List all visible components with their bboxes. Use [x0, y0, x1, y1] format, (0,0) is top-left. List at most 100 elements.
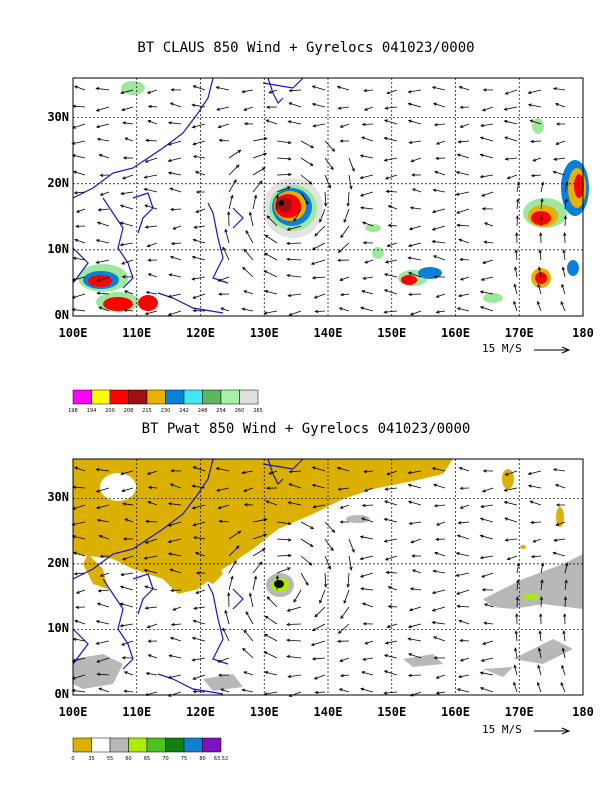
wind-vector-head — [96, 659, 100, 663]
wind-vector-head — [538, 630, 542, 635]
wind-vector-head — [540, 579, 544, 584]
wind-vector-head — [96, 278, 100, 282]
wind-vector — [171, 242, 182, 245]
wind-vector — [481, 276, 494, 281]
wind-vector-head — [143, 187, 148, 192]
wind-vector-head — [314, 232, 318, 237]
wind-vector — [408, 484, 422, 489]
wind-vector-head — [99, 173, 104, 177]
wind-vector — [563, 631, 566, 642]
wind-vector — [516, 580, 519, 591]
wind-vector — [276, 521, 291, 525]
x-tick-label: 160E — [441, 705, 470, 719]
wind-vector — [72, 293, 86, 299]
wind-vector-head — [504, 136, 509, 140]
wind-vector — [410, 207, 422, 210]
wind-vector-head — [287, 186, 291, 190]
colorbar-swatch — [72, 737, 92, 753]
wind-vector — [242, 308, 254, 312]
wind-vector — [73, 552, 86, 557]
wind-vector — [124, 309, 134, 312]
wind-vector — [564, 563, 568, 574]
wind-vector — [96, 106, 110, 112]
wind-vector-head — [95, 468, 100, 472]
wind-vector — [362, 602, 374, 608]
wind-vector-head — [192, 85, 197, 89]
colorbar-label: 55 — [107, 756, 113, 762]
wind-vector — [458, 521, 470, 524]
wind-vector-head — [479, 306, 484, 310]
wind-vector — [193, 521, 206, 526]
wind-vector-head — [435, 537, 439, 541]
wind-vector-head — [384, 119, 388, 123]
wind-vector — [387, 623, 398, 628]
wind-vector-head — [143, 175, 148, 179]
wind-vector — [458, 293, 470, 297]
wind-vector-head — [191, 484, 196, 488]
wind-vector — [513, 301, 518, 312]
colorbar-label: 200 — [105, 408, 115, 414]
wind-vector-head — [483, 240, 488, 244]
wind-vector-head — [555, 141, 560, 145]
wind-vector-head — [311, 657, 316, 661]
wind-vector-head — [243, 122, 248, 126]
wind-vector — [410, 310, 422, 316]
wind-vector-head — [218, 138, 223, 142]
wind-vector — [364, 640, 374, 645]
wind-vector-head — [482, 88, 487, 92]
wind-vector-head — [343, 600, 347, 605]
wind-vector-head — [167, 158, 172, 163]
wind-vector-head — [233, 179, 237, 183]
wind-vector — [480, 174, 494, 178]
y-tick-label: 0N — [54, 308, 69, 322]
wind-vector-head — [314, 309, 319, 314]
wind-vector — [314, 606, 326, 618]
wind-vector-head — [287, 120, 292, 124]
wind-vector — [276, 157, 291, 160]
wind-vector-head — [431, 590, 436, 595]
wind-vector — [288, 501, 302, 506]
wind-vector — [408, 120, 422, 125]
wind-vector-head — [95, 489, 100, 493]
wind-vector — [460, 657, 470, 662]
wind-vector-head — [407, 471, 412, 475]
wind-vector-head — [167, 312, 172, 316]
wind-vector — [408, 242, 422, 247]
wind-vector — [300, 157, 314, 166]
wind-vector — [266, 119, 278, 125]
wind-vector — [432, 225, 446, 231]
wind-vector-head — [339, 124, 344, 128]
wind-vector-head — [516, 579, 520, 584]
wind-vector — [144, 204, 158, 210]
wind-vector-head — [97, 589, 102, 593]
wind-vector-head — [227, 211, 231, 215]
wind-vector-head — [241, 470, 246, 475]
wind-vector — [436, 674, 446, 679]
wind-vector-head — [516, 198, 520, 203]
wind-vector-head — [286, 654, 291, 659]
wind-vector — [121, 640, 134, 646]
wind-vector — [324, 555, 331, 570]
wind-vector — [287, 225, 302, 231]
wind-vector-head — [515, 215, 519, 219]
wind-vector-head — [168, 273, 173, 277]
wind-vector — [168, 310, 182, 316]
wind-vector-head — [480, 504, 485, 509]
wind-vector — [73, 638, 86, 642]
wind-vector-head — [242, 266, 246, 271]
wind-vector-head — [560, 681, 564, 686]
wind-vector-head — [482, 469, 487, 473]
wind-vector-head — [120, 471, 124, 476]
wind-vector-head — [479, 517, 484, 521]
wind-vector — [339, 307, 350, 312]
wind-vector-head — [286, 608, 291, 612]
wind-vector-head — [253, 194, 258, 199]
wind-vector — [409, 521, 422, 525]
wind-vector-head — [387, 205, 392, 209]
wind-vector-head — [75, 224, 80, 228]
wind-vector — [338, 623, 350, 634]
wind-vector — [170, 256, 182, 261]
wind-vector-head — [459, 257, 464, 262]
wind-vector-head — [119, 624, 124, 628]
wind-vector — [433, 570, 446, 574]
